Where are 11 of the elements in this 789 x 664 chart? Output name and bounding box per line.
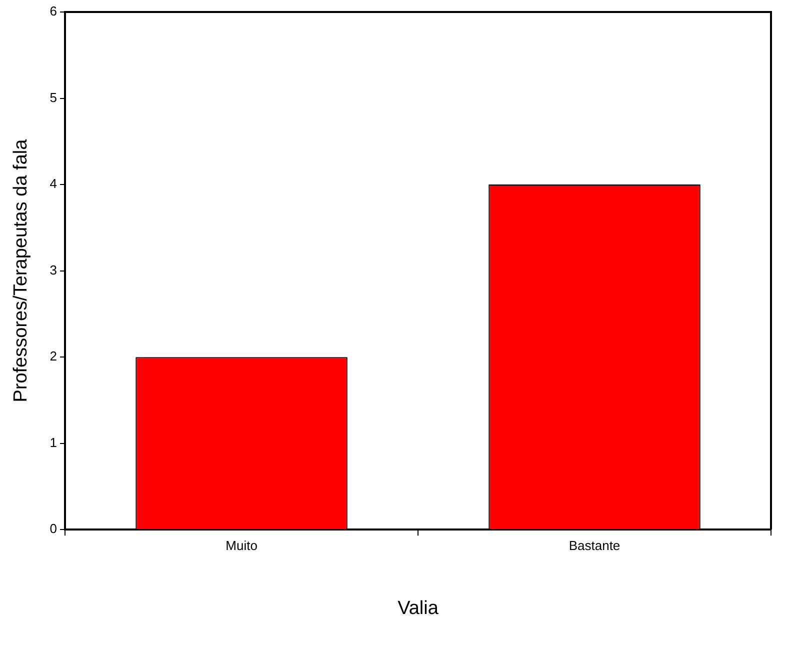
y-tick-label: 5: [50, 90, 58, 105]
y-tick-label: 2: [50, 348, 58, 364]
y-axis-title: Professores/Terapeutas da fala: [10, 138, 32, 402]
x-axis-title: Valia: [398, 598, 439, 619]
y-tick-label: 1: [50, 434, 58, 450]
y-tick-label: 0: [50, 521, 58, 536]
x-tick-label: Bastante: [568, 538, 620, 553]
y-tick-label: 4: [50, 176, 58, 192]
x-tick-label: Muito: [226, 538, 258, 553]
y-tick-label: 6: [50, 4, 58, 19]
y-tick-label: 3: [50, 262, 58, 278]
